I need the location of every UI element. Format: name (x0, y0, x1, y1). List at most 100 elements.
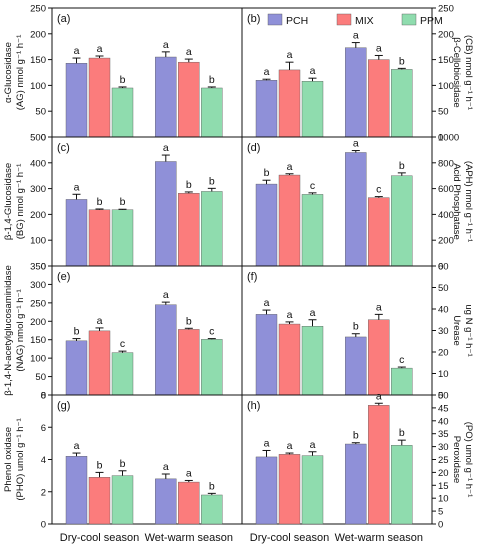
significance-letter: b (353, 321, 359, 333)
y-tick-label: 6 (41, 423, 46, 434)
y-axis-title-line: β-1,4-N-acetylglucosaminidase (3, 265, 14, 396)
y-tick-label: 250 (30, 4, 46, 15)
bar-mix (88, 477, 111, 525)
y-tick-label: 50 (35, 107, 46, 118)
bar-pch (255, 80, 278, 138)
significance-letter: a (376, 390, 382, 402)
y-tick-label: 0 (438, 520, 443, 531)
significance-letter: a (264, 437, 270, 449)
bar-pch (65, 63, 88, 138)
significance-letter: a (264, 66, 270, 78)
y-axis-title-line: (NAG) nmol g⁻¹ h⁻¹ (15, 289, 26, 371)
significance-letter: a (376, 301, 382, 313)
legend-label-pch: PCH (286, 15, 308, 27)
y-tick-label: 100 (438, 81, 454, 92)
bar-mix (88, 57, 111, 138)
panel-label: (a) (57, 13, 70, 25)
bar-ppm (391, 175, 413, 267)
y-axis-title-line: (APH) nmol g⁻¹ h⁻¹ (463, 161, 474, 242)
significance-letter: a (287, 49, 293, 61)
x-category-label: Dry-cool season (250, 532, 329, 544)
bar-ppm (201, 339, 223, 396)
y-tick-label: 35 (438, 429, 449, 440)
bar-pch (255, 183, 278, 267)
panel-label: (h) (247, 400, 260, 412)
bar-pch (255, 314, 278, 396)
y-tick-label: 15 (438, 481, 449, 492)
y-axis-title-line: β-1,4-Glucosidase (3, 163, 14, 240)
bar-pch (255, 456, 278, 525)
y-tick-label: 0 (41, 391, 46, 402)
significance-letter: a (353, 138, 359, 150)
y-tick-label: 350 (30, 262, 46, 273)
y-tick-label: 40 (438, 416, 449, 427)
significance-letter: b (209, 480, 215, 492)
significance-letter: a (74, 440, 80, 452)
y-tick-label: 100 (30, 81, 46, 92)
y-tick-label: 250 (30, 298, 46, 309)
y-tick-label: 40 (438, 305, 449, 316)
y-tick-label: 30 (438, 326, 449, 337)
y-tick-label: 0 (438, 262, 443, 273)
y-tick-label: 100 (30, 354, 46, 365)
significance-letter: a (97, 315, 103, 327)
legend-swatch-pch (267, 13, 283, 26)
significance-letter: b (399, 427, 405, 439)
y-tick-label: 0 (41, 520, 46, 531)
significance-letter: a (376, 42, 382, 54)
y-axis-title-line: Acid Phosphatase (451, 163, 462, 240)
bar-pch (155, 161, 177, 267)
y-tick-label: 100 (30, 236, 46, 247)
y-tick-label: 20 (438, 348, 449, 359)
significance-letter: c (399, 354, 404, 366)
bar-ppm (111, 475, 134, 525)
y-tick-label: 200 (30, 29, 46, 40)
bar-ppm (301, 81, 324, 138)
y-tick-label: 200 (30, 210, 46, 221)
significance-letter: a (163, 289, 169, 301)
bar-mix (278, 454, 301, 525)
y-tick-label: 2 (41, 487, 46, 498)
y-tick-label: 0 (438, 391, 443, 402)
panel-c: 0 100 200 300 400 500 β-1,4-Glucosidase (BG) nm… (3, 133, 243, 273)
y-tick-label: 150 (438, 55, 454, 66)
panel-label: (d) (247, 142, 260, 154)
significance-letter: c (310, 180, 315, 192)
panel-f: 0 10 20 30 40 50 60 Urease ug N g⁻¹ h⁻¹ (f) a a a b a c (241, 262, 474, 402)
bar-ppm (111, 87, 134, 138)
panel-label: (g) (57, 400, 70, 412)
y-tick-label: 0 (438, 133, 443, 144)
x-category-labels: Dry-cool season Wet-warm season Dry-cool s… (60, 532, 423, 544)
y-tick-label: 150 (30, 335, 46, 346)
bar-pch (345, 336, 367, 396)
bar-pch (345, 152, 367, 267)
significance-letter: a (287, 309, 293, 321)
x-category-label: Wet-warm season (335, 532, 423, 544)
significance-letter: a (186, 46, 192, 58)
y-tick-label: 0 (41, 262, 46, 273)
x-category-label: Dry-cool season (60, 532, 139, 544)
legend: PCH MIX PPM (267, 13, 443, 27)
y-axis-title-line: Peroxidase (451, 436, 462, 484)
bar-ppm (201, 87, 223, 138)
significance-letter: a (163, 142, 169, 154)
legend-label-ppm: PPM (420, 15, 443, 27)
bar-pch (155, 478, 177, 525)
legend-swatch-mix (336, 13, 352, 26)
bar-mix (278, 323, 301, 396)
y-tick-label: 5 (438, 507, 443, 518)
y-axis-title-line: (CB) nmol g⁻¹ h⁻¹ (463, 35, 474, 110)
y-tick-label: 1000 (438, 133, 459, 144)
y-axis-title-line: (BG) nmol g⁻¹ h⁻¹ (15, 164, 26, 240)
y-tick-label: 500 (30, 133, 46, 144)
significance-letter: b (74, 326, 80, 338)
panel-label: (c) (57, 142, 70, 154)
significance-letter: c (209, 326, 214, 338)
y-axis-title-line: Urease (451, 315, 462, 346)
y-tick-label: 150 (30, 55, 46, 66)
y-tick-label: 800 (438, 158, 454, 169)
bar-pch (65, 199, 88, 267)
